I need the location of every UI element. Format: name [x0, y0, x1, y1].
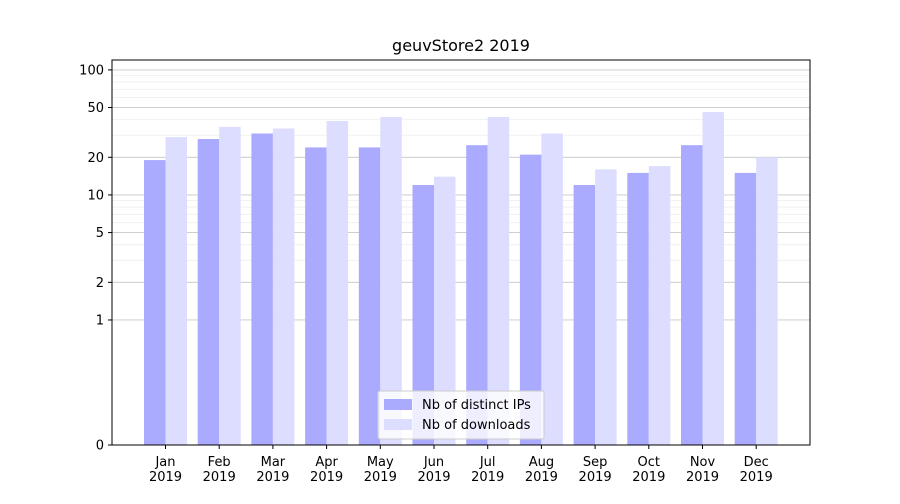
bar-distinct-ips: [144, 160, 166, 445]
bar-downloads: [595, 169, 617, 445]
y-tick-label: 100: [79, 63, 104, 78]
bar-downloads: [648, 166, 671, 445]
bar-downloads: [487, 117, 510, 445]
x-tick-label: Jun 2019: [417, 455, 450, 485]
y-tick-label: 50: [87, 101, 104, 116]
y-tick-label: 10: [87, 188, 104, 203]
x-tick-label: Aug 2019: [525, 455, 558, 485]
x-tick-label: Nov 2019: [686, 455, 719, 485]
bar-distinct-ips: [734, 172, 757, 445]
x-tick-label: Dec 2019: [740, 455, 773, 485]
y-tick-label: 0: [96, 439, 104, 454]
legend-label: Nb of downloads: [422, 418, 531, 433]
bar-downloads: [541, 133, 563, 445]
y-tick-label: 20: [87, 151, 104, 166]
bar-distinct-ips: [466, 145, 488, 445]
bar-distinct-ips: [412, 185, 434, 445]
x-axis: Jan 2019 Feb 2019 Mar 2019 Apr 2019 May 2019 Jun 20…: [149, 445, 773, 485]
bar-downloads: [219, 126, 241, 446]
x-tick-label: Oct 2019: [632, 455, 665, 485]
legend-swatch: [384, 419, 412, 430]
legend-swatch: [384, 399, 412, 410]
bar-downloads: [756, 157, 778, 445]
x-tick-label: Feb 2019: [203, 455, 236, 485]
bar-downloads: [326, 121, 349, 446]
legend-box: [377, 390, 545, 440]
bar-distinct-ips: [358, 147, 381, 446]
legend-label: Nb of distinct IPs: [422, 398, 531, 413]
bar-downloads: [434, 176, 456, 445]
bar-downloads: [702, 112, 724, 445]
bar-downloads: [380, 117, 402, 445]
x-tick-label: May 2019: [364, 455, 397, 485]
x-tick-label: Jan 2019: [149, 455, 182, 485]
bar-distinct-ips: [197, 139, 220, 445]
bar-distinct-ips: [573, 185, 596, 445]
x-tick-label: Sep 2019: [579, 455, 612, 485]
bar-distinct-ips: [519, 154, 542, 446]
plot-frame: [111, 59, 811, 446]
bar-distinct-ips: [251, 133, 273, 445]
bars-layer: [144, 112, 778, 446]
bar-distinct-ips: [681, 145, 703, 445]
y-tick-label: 2: [96, 276, 104, 291]
chart-title: geuvStore2 2019: [392, 36, 530, 55]
x-tick-label: Apr 2019: [310, 455, 343, 485]
x-tick-label: Mar 2019: [256, 455, 289, 485]
y-tick-label: 5: [96, 226, 104, 241]
legend: Nb of distinct IPs Nb of downloads: [377, 390, 545, 440]
x-tick-label: Jul 2019: [471, 455, 504, 485]
bar-downloads: [272, 128, 295, 445]
bar-distinct-ips: [305, 147, 327, 446]
bar-downloads: [165, 137, 187, 445]
bar-distinct-ips: [627, 172, 649, 445]
y-tick-label: 1: [96, 313, 104, 328]
y-axis: 0 1 2 5 10 20 50 100: [79, 63, 112, 454]
